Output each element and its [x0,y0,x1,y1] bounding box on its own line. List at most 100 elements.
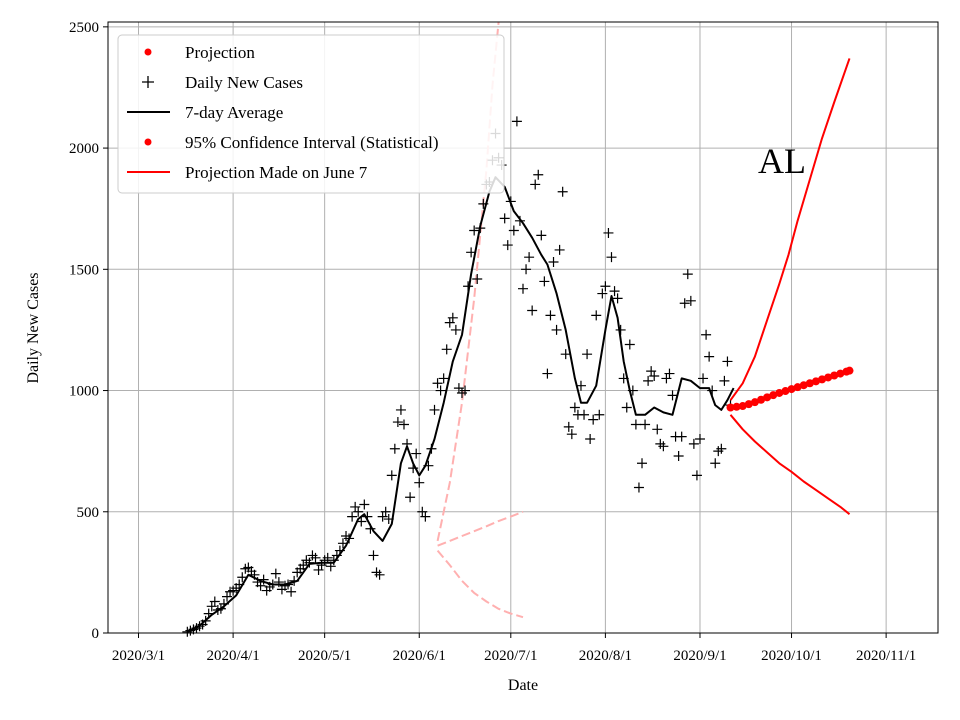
daily-case-point-24 [255,580,266,591]
series-projection [726,366,854,412]
daily-case-point-114 [530,179,541,190]
daily-case-point-173 [710,458,721,469]
x-tick-label-2020-6-1: 2020/6/1 [393,648,446,664]
daily-case-point-158 [664,368,675,379]
projection-point-18 [836,369,845,378]
legend-marker-daily-cases [142,76,154,88]
legend-label-confidence-interval: 95% Confidence Interval (Statistical) [185,133,439,152]
daily-case-point-42 [310,552,321,563]
daily-case-point-165 [685,295,696,306]
daily-case-point-112 [524,252,535,263]
projection-point-8 [775,388,784,397]
daily-case-point-95 [472,274,483,285]
series-layer [182,21,854,637]
daily-case-point-123 [557,186,568,197]
y-tick-label-2500: 2500 [69,20,99,36]
daily-case-point-69 [392,417,403,428]
x-tick-label-2020-8-1: 2020/8/1 [579,648,632,664]
x-tick-label-2020-10-1: 2020/10/1 [761,648,822,664]
line-projection-made-on-june-7-lower [436,549,524,619]
daily-case-point-105 [502,240,513,251]
legend-label-june7-projection: Projection Made on June 7 [185,163,368,182]
series-95-confidence-interval-statistical-lower [729,414,851,515]
daily-case-point-147 [630,419,641,430]
daily-case-point-164 [682,269,693,280]
x-axis-title: Date [508,677,538,694]
daily-case-point-144 [621,402,632,413]
x-tick-label-2020-4-1: 2020/4/1 [206,648,259,664]
legend-marker-projection [144,48,152,56]
daily-case-point-67 [386,470,397,481]
daily-case-point-116 [536,230,547,241]
daily-case-point-169 [698,373,709,384]
daily-case-point-83 [435,385,446,396]
daily-case-point-75 [411,448,422,459]
daily-case-point-170 [701,329,712,340]
daily-case-point-18 [237,572,248,583]
daily-case-point-137 [600,281,611,292]
daily-case-point-126 [566,429,577,440]
daily-case-point-71 [398,419,409,430]
x-tick-label-2020-7-1: 2020/7/1 [484,648,537,664]
legend-box [117,34,505,194]
daily-case-point-125 [563,421,574,432]
legend-marker-confidence-interval [144,138,152,146]
daily-case-point-119 [545,310,556,321]
projection-point-17 [830,371,839,380]
daily-case-point-65 [380,506,391,517]
daily-case-point-154 [652,424,663,435]
line-projection-made-on-june-7 [437,510,524,547]
daily-case-point-122 [554,244,565,255]
daily-case-point-162 [676,431,687,442]
projection-point-3 [744,400,753,409]
daily-case-point-133 [588,414,599,425]
projection-point-13 [805,379,814,388]
projection-point-5 [757,395,766,404]
daily-case-point-82 [432,378,443,389]
projection-point-0 [726,403,735,412]
x-axis: 2020/3/1 2020/4/1 2020/5/1 2020/6/1 2020/7/1… [112,633,916,664]
projection-point-7 [769,391,778,400]
daily-case-point-73 [405,492,416,503]
daily-case-point-130 [579,409,590,420]
daily-case-point-58 [359,499,370,510]
daily-case-point-118 [542,368,553,379]
state-annotation: AL [758,141,806,181]
daily-case-point-94 [469,225,480,236]
projection-point-14 [811,377,820,386]
daily-case-point-108 [511,116,522,127]
projection-point-11 [793,383,802,392]
daily-case-point-87 [447,312,458,323]
projection-point-4 [750,398,759,407]
daily-case-point-46 [322,552,333,563]
y-tick-label-2000: 2000 [69,141,99,157]
projection-point-1 [732,402,741,411]
daily-case-point-141 [612,293,623,304]
projection-point-20 [845,366,854,375]
y-tick-label-500: 500 [77,505,100,521]
daily-case-point-115 [533,169,544,180]
daily-case-point-54 [347,511,358,522]
series-95-confidence-interval-statistical [729,58,851,401]
legend-label-projection: Projection [185,43,255,62]
daily-case-point-29 [270,568,281,579]
y-tick-label-0: 0 [92,626,100,642]
x-tick-label-2020-3-1: 2020/3/1 [112,648,165,664]
daily-case-point-68 [389,443,400,454]
daily-case-point-131 [582,349,593,360]
daily-case-point-150 [640,419,651,430]
daily-case-point-138 [603,227,614,238]
daily-case-point-151 [643,375,654,386]
daily-case-point-56 [353,506,364,517]
y-tick-label-1500: 1500 [69,262,99,278]
daily-case-point-149 [637,458,648,469]
projection-point-12 [799,381,808,390]
daily-case-point-177 [722,356,733,367]
daily-case-point-148 [633,482,644,493]
series-projection-made-on-june-7-lower [436,549,524,619]
daily-case-point-168 [694,434,705,445]
plot-frame [107,21,939,634]
daily-case-point-76 [414,477,425,488]
projection-point-15 [818,375,827,384]
